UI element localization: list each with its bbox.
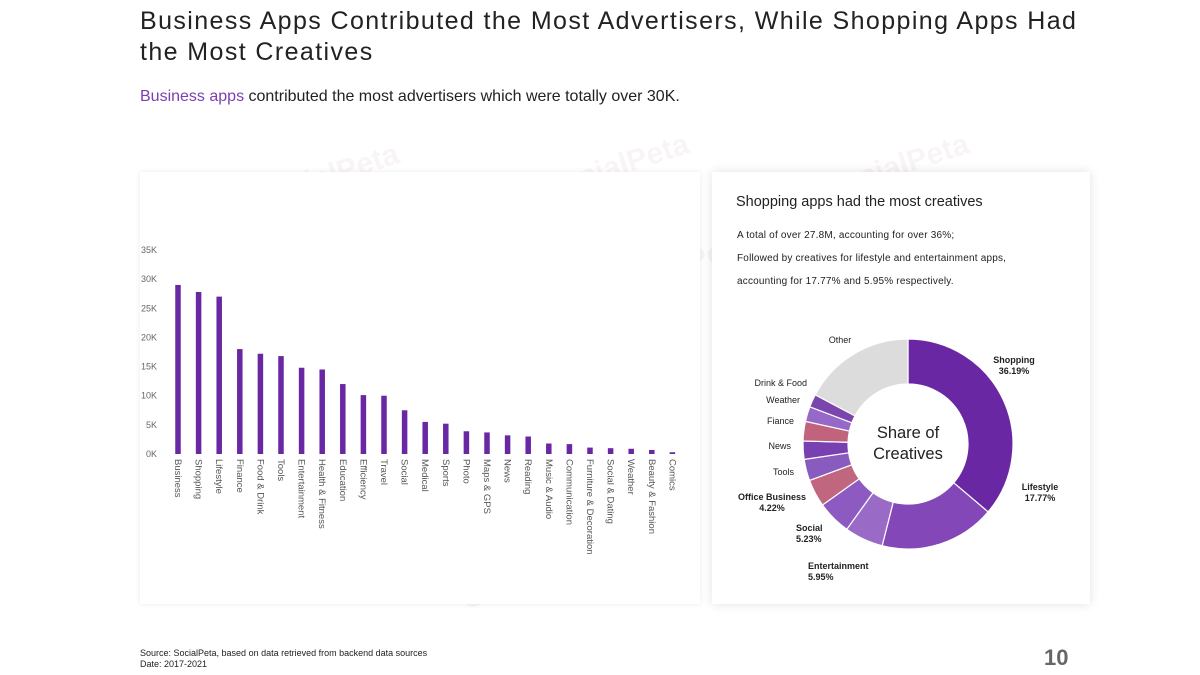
bar bbox=[216, 296, 222, 454]
page-number: 10 bbox=[1044, 645, 1069, 670]
donut-center-label: Share of bbox=[877, 424, 940, 442]
x-tick-label: Beauty & Fashion bbox=[646, 459, 657, 534]
slice-label: Weather bbox=[766, 395, 800, 405]
source-text: Source: SocialPeta, based on data retrie… bbox=[140, 648, 428, 658]
date-text: Date: 2017-2021 bbox=[140, 659, 208, 669]
bar bbox=[546, 443, 552, 454]
bar bbox=[422, 421, 428, 454]
x-tick-label: Furniture & Decoration bbox=[584, 459, 595, 555]
pie-description-line: accounting for 17.77% and 5.95% respecti… bbox=[737, 276, 954, 287]
x-tick-label: Music & Audio bbox=[543, 459, 554, 519]
bar bbox=[649, 449, 655, 454]
source-note: Source: SocialPeta, based on data retrie… bbox=[140, 648, 427, 670]
bar bbox=[401, 410, 408, 454]
bar bbox=[443, 423, 449, 454]
subtitle-highlight: Business apps bbox=[140, 88, 245, 105]
x-tick-label: Reading bbox=[522, 459, 533, 494]
x-tick-label: Health & Fitness bbox=[316, 459, 327, 529]
x-tick-label: Entertainment bbox=[296, 459, 307, 519]
x-tick-label: News bbox=[502, 459, 513, 483]
bar bbox=[381, 395, 387, 454]
bar bbox=[195, 291, 202, 454]
bar-chart-panel: 0K 5K 10K 15K 20K 25K 30K 35K Business Shopping Li… bbox=[140, 172, 700, 604]
page-title: Business Apps Contributed the Most Adver… bbox=[140, 7, 1078, 66]
slice-label: News bbox=[768, 441, 791, 451]
x-tick-label: Social & Dating bbox=[605, 459, 616, 524]
bar bbox=[463, 431, 470, 454]
slice-percent-label: 5.23% bbox=[796, 534, 822, 544]
subtitle: Business apps contributed the most adver… bbox=[140, 88, 680, 106]
bar bbox=[587, 447, 593, 454]
y-tick-label: 0K bbox=[146, 449, 157, 459]
x-tick-label: Medical bbox=[419, 459, 430, 492]
bar bbox=[278, 356, 284, 454]
slice-percent-label: 36.19% bbox=[999, 366, 1030, 376]
slice-label: Lifestyle bbox=[1022, 482, 1059, 492]
bar bbox=[566, 444, 573, 454]
slice-percent-label: 17.77% bbox=[1025, 493, 1056, 503]
bar bbox=[504, 435, 511, 454]
x-tick-label: Communication bbox=[563, 459, 574, 525]
x-tick-label: Tools bbox=[275, 459, 286, 481]
slice-percent-label: 4.22% bbox=[759, 503, 785, 513]
slice-label: Social bbox=[796, 523, 823, 533]
bar bbox=[669, 452, 676, 454]
bar bbox=[628, 448, 634, 454]
donut-center-label: Creatives bbox=[873, 445, 943, 463]
x-tick-label: Travel bbox=[378, 459, 389, 485]
x-tick-label: Comics bbox=[666, 459, 677, 491]
bar bbox=[319, 369, 325, 454]
donut-slice bbox=[907, 338, 1014, 513]
pie-description-line: A total of over 27.8M, accounting for ov… bbox=[737, 230, 955, 241]
y-tick-label: 30K bbox=[141, 274, 157, 284]
bar bbox=[360, 395, 367, 454]
pie-chart-panel: Shopping apps had the most creatives A t… bbox=[712, 172, 1090, 604]
y-tick-label: 5K bbox=[146, 420, 157, 430]
x-tick-label: Finance bbox=[234, 459, 245, 493]
pie-chart-title: Shopping apps had the most creatives bbox=[736, 194, 983, 210]
bar-chart: 0K 5K 10K 15K 20K 25K 30K 35K Business Shopping Li… bbox=[141, 245, 677, 555]
x-tick-label: Weather bbox=[625, 459, 636, 495]
x-tick-label: Efficiency bbox=[357, 459, 368, 500]
donut-slice bbox=[814, 338, 909, 417]
x-tick-label: Shopping bbox=[193, 459, 204, 499]
x-tick-label: Education bbox=[337, 459, 348, 501]
slice-label: Shopping bbox=[993, 355, 1035, 365]
y-tick-label: 15K bbox=[141, 362, 157, 372]
x-tick-label: Social bbox=[399, 459, 410, 485]
slice-label: Entertainment bbox=[808, 561, 869, 571]
slice-label: Tools bbox=[773, 467, 795, 477]
y-tick-label: 25K bbox=[141, 303, 157, 313]
bar bbox=[298, 367, 305, 454]
x-tick-label: Photo bbox=[460, 459, 471, 484]
y-tick-label: 10K bbox=[141, 391, 157, 401]
bar bbox=[484, 432, 490, 454]
bar bbox=[340, 384, 346, 454]
bar bbox=[257, 353, 264, 454]
x-tick-label: Business bbox=[172, 459, 183, 498]
subtitle-text: contributed the most advertisers which w… bbox=[244, 88, 680, 105]
slice-percent-label: 5.95% bbox=[808, 572, 834, 582]
slice-label: Office Business bbox=[738, 492, 806, 502]
y-tick-label: 20K bbox=[141, 332, 157, 342]
x-tick-label: Sports bbox=[440, 459, 451, 487]
slice-label: Other bbox=[829, 335, 852, 345]
x-tick-label: Maps & GPS bbox=[481, 459, 492, 514]
bar bbox=[525, 436, 531, 454]
bar bbox=[175, 284, 181, 454]
x-tick-label: Lifestyle bbox=[213, 459, 224, 494]
y-tick-label: 35K bbox=[141, 245, 157, 255]
bar bbox=[237, 349, 243, 454]
bar bbox=[607, 448, 614, 454]
x-tick-label: Food & Drink bbox=[254, 459, 265, 515]
slice-label: Drink & Food bbox=[754, 378, 807, 388]
slice-label: Fiance bbox=[767, 416, 794, 426]
pie-description-line: Followed by creatives for lifestyle and … bbox=[737, 253, 1007, 264]
